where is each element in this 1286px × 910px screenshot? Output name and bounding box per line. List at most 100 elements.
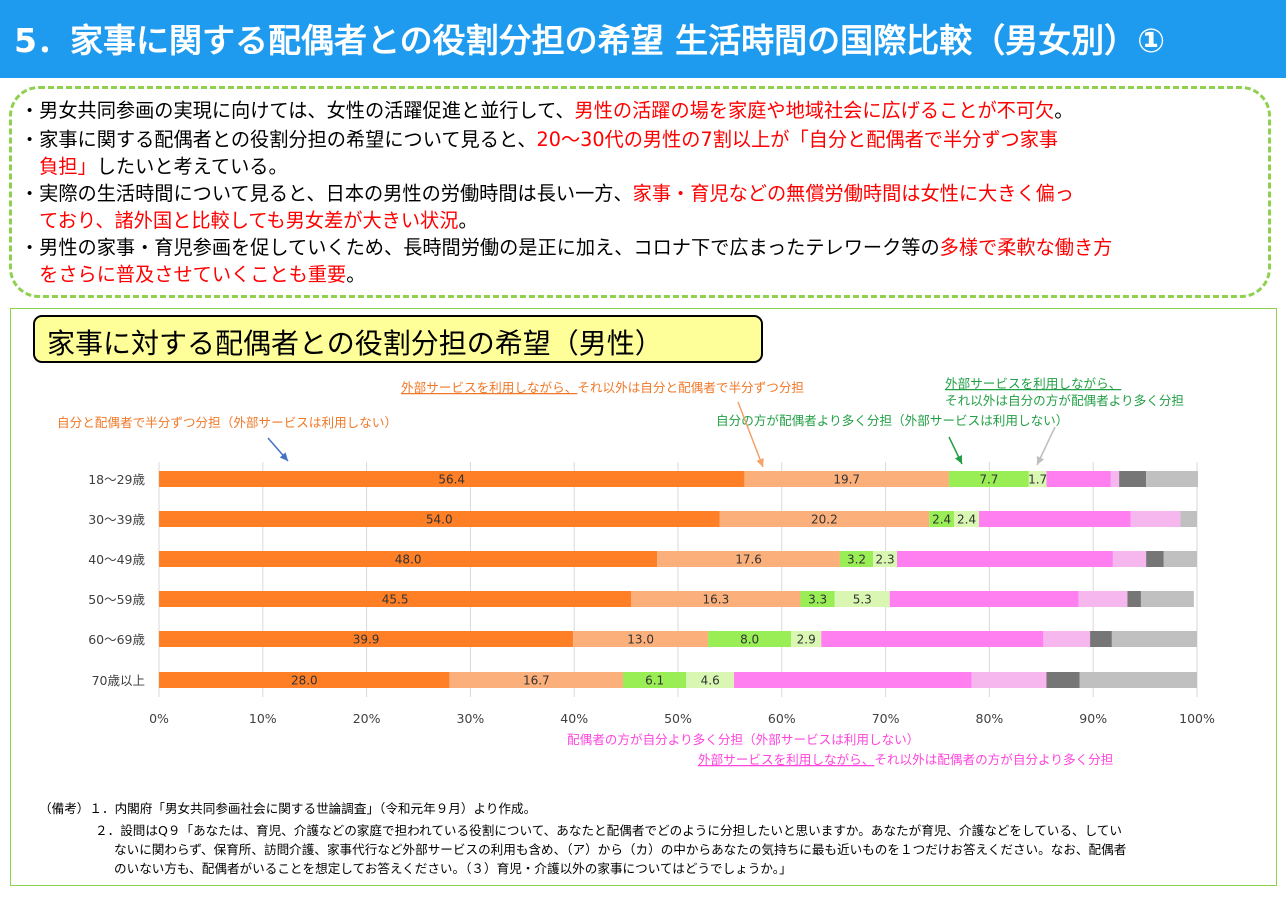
emphasis-text: ており、諸外国と比較しても男女差が大きい状況 (20, 209, 459, 232)
emphasis-text: 多様で柔軟な働き方 (939, 236, 1113, 259)
bar-segment (800, 591, 835, 607)
bar-segment (708, 631, 792, 647)
callout-label: 自分の方が配偶者より多く分担（外部サービスは利用しない） (716, 413, 1068, 428)
emphasis-text: 20～30代の男性の7割以上が「自分と配偶者で半分ずつ家事 (536, 128, 1059, 151)
bar-segment (1163, 551, 1197, 567)
bar-segment (449, 672, 623, 688)
body-text: ・男性の家事・育児参画を促していくため、長時間労働の是正に加え、コロナ下で広まっ… (20, 236, 940, 259)
x-tick-label: 40% (560, 711, 588, 726)
callout-arrow-head (756, 458, 764, 467)
emphasis-text: 家事・育児などの無償労働時間は女性に大きく偏っ (632, 182, 1074, 205)
chart-title: 家事に対する配偶者との役割分担の希望（男性） (47, 327, 663, 360)
summary-line: ・家事に関する配偶者との役割分担の希望について見ると、20～30代の男性の7割以… (20, 126, 1058, 153)
emphasis-text: 男性の活躍の場を家庭や地域社会に広げることが不可欠 (574, 99, 1055, 122)
bar-segment (1078, 591, 1128, 607)
bar-segment (573, 631, 709, 647)
bar-segment (897, 551, 1113, 567)
bar-segment (1127, 591, 1141, 607)
page-title: 5．家事に関する配偶者との役割分担の希望 生活時間の国際比較（男女別）① (14, 21, 1166, 60)
bar-segment (657, 551, 840, 567)
bar-segment (159, 591, 632, 607)
bar-segment (734, 672, 972, 688)
summary-line: ・実際の生活時間について見ると、日本の男性の労働時間は長い一方、家事・育児などの… (20, 180, 1074, 207)
category-label: 70歳以上 (92, 673, 145, 688)
note-line: のいない方も、配偶者がいることを想定してお答えください。（３）育児・介護以外の家… (114, 861, 792, 876)
bar-segment (979, 511, 1131, 527)
callout-arrow-head (279, 452, 288, 461)
callout-text: それ以外は配偶者の方が自分より多く分担 (874, 752, 1113, 767)
summary-line: ・男女共同参画の実現に向けては、女性の活躍促進と並行して、男性の活躍の場を家庭や… (20, 97, 1073, 124)
bar-segment (1130, 511, 1181, 527)
data-label: 2.4 (957, 513, 976, 527)
x-tick-label: 30% (457, 711, 485, 726)
bar-segment (1111, 631, 1197, 647)
callout-text: 自分の方が配偶者より多く分担（外部サービスは利用しない） (716, 413, 1068, 428)
callout-text: 配偶者の方が自分より多く分担（外部サービスは利用しない） (567, 732, 919, 747)
category-label: 18～29歳 (88, 472, 145, 487)
bar-segment (1146, 471, 1199, 487)
bar-segment (1028, 471, 1047, 487)
summary-line: ・男性の家事・育児参画を促していくため、長時間労働の是正に加え、コロナ下で広まっ… (20, 234, 1112, 261)
emphasis-text: をさらに普及させていくことも重要 (20, 263, 347, 286)
bar-segment (821, 631, 1044, 647)
bar-segment (1046, 672, 1080, 688)
data-label: 2.3 (876, 553, 895, 567)
data-label: 39.9 (353, 633, 380, 647)
emphasis-text: 負担」 (20, 155, 97, 178)
body-text: したいと考えている。 (96, 155, 288, 178)
bar-segment (889, 591, 1079, 607)
callout-label: 外部サービスを利用しながら、それ以外は自分と配偶者で半分ずつ分担 (401, 380, 804, 395)
callout-label: 自分と配偶者で半分ずつ分担（外部サービスは利用しない） (57, 415, 397, 430)
data-label: 7.7 (979, 473, 998, 487)
body-text: ・実際の生活時間について見ると、日本の男性の労働時間は長い一方、 (20, 182, 633, 205)
note-line: ２．設問はQ９「あなたは、育児、介護などの家庭で担われている役割について、あなた… (95, 823, 1122, 838)
note-line: ないに関わらず、保育所、訪問介護、家事代行など外部サービスの利用も含め、（ア）か… (114, 842, 1127, 857)
data-label: 6.1 (645, 674, 664, 688)
data-label: 8.0 (740, 633, 759, 647)
bar-segment (1119, 471, 1147, 487)
bar-segment (873, 551, 898, 567)
data-label: 1.7 (1028, 473, 1047, 487)
callout-text: それ以外は自分の方が配偶者より多く分担 (945, 393, 1184, 408)
callout-arrow-head (954, 455, 963, 464)
x-tick-label: 10% (249, 711, 277, 726)
data-label: 2.4 (932, 513, 951, 527)
bar-segment (159, 511, 720, 527)
summary-box (9, 86, 1271, 298)
data-label: 3.2 (847, 553, 866, 567)
bar-segment (686, 672, 735, 688)
bar-segment (1090, 631, 1112, 647)
data-label: 13.0 (627, 633, 654, 647)
callout-text: 外部サービスを利用しながら、 (698, 752, 874, 767)
data-label: 54.0 (426, 513, 453, 527)
x-tick-label: 100% (1179, 711, 1215, 726)
bar-segment (159, 551, 658, 567)
callout-text: 自分と配偶者で半分ずつ分担（外部サービスは利用しない） (57, 415, 397, 430)
data-label: 3.3 (808, 593, 827, 607)
bar-segment (971, 672, 1047, 688)
data-label: 28.0 (291, 674, 318, 688)
x-tick-label: 0% (149, 711, 169, 726)
callout-text: 外部サービスを利用しながら、 (945, 376, 1121, 391)
bar-segment (1140, 591, 1194, 607)
x-tick-label: 70% (872, 711, 900, 726)
header-bar: 5．家事に関する配偶者との役割分担の希望 生活時間の国際比較（男女別）① (0, 0, 1286, 78)
callout-label: 外部サービスを利用しながら、それ以外は配偶者の方が自分より多く分担 (698, 752, 1113, 767)
bar-segment (719, 511, 930, 527)
category-label: 40～49歳 (88, 552, 145, 567)
chart-title-box: 家事に対する配偶者との役割分担の希望（男性） (33, 315, 763, 363)
summary-line: ており、諸外国と比較しても男女差が大きい状況。 (20, 207, 477, 234)
bar-segment (839, 551, 874, 567)
bar-segment (1043, 631, 1091, 647)
data-label: 19.7 (833, 473, 860, 487)
data-label: 2.9 (797, 633, 816, 647)
callout-arrow (737, 401, 764, 468)
data-label: 4.6 (701, 674, 720, 688)
bar-segment (1112, 551, 1147, 567)
body-text: ・家事に関する配偶者との役割分担の希望について見ると、 (20, 128, 537, 151)
bar-segment (159, 672, 450, 688)
data-label: 56.4 (438, 473, 465, 487)
bar-segment (1110, 471, 1120, 487)
callout-label: それ以外は自分の方が配偶者より多く分担 (945, 393, 1184, 408)
x-tick-label: 60% (768, 711, 796, 726)
